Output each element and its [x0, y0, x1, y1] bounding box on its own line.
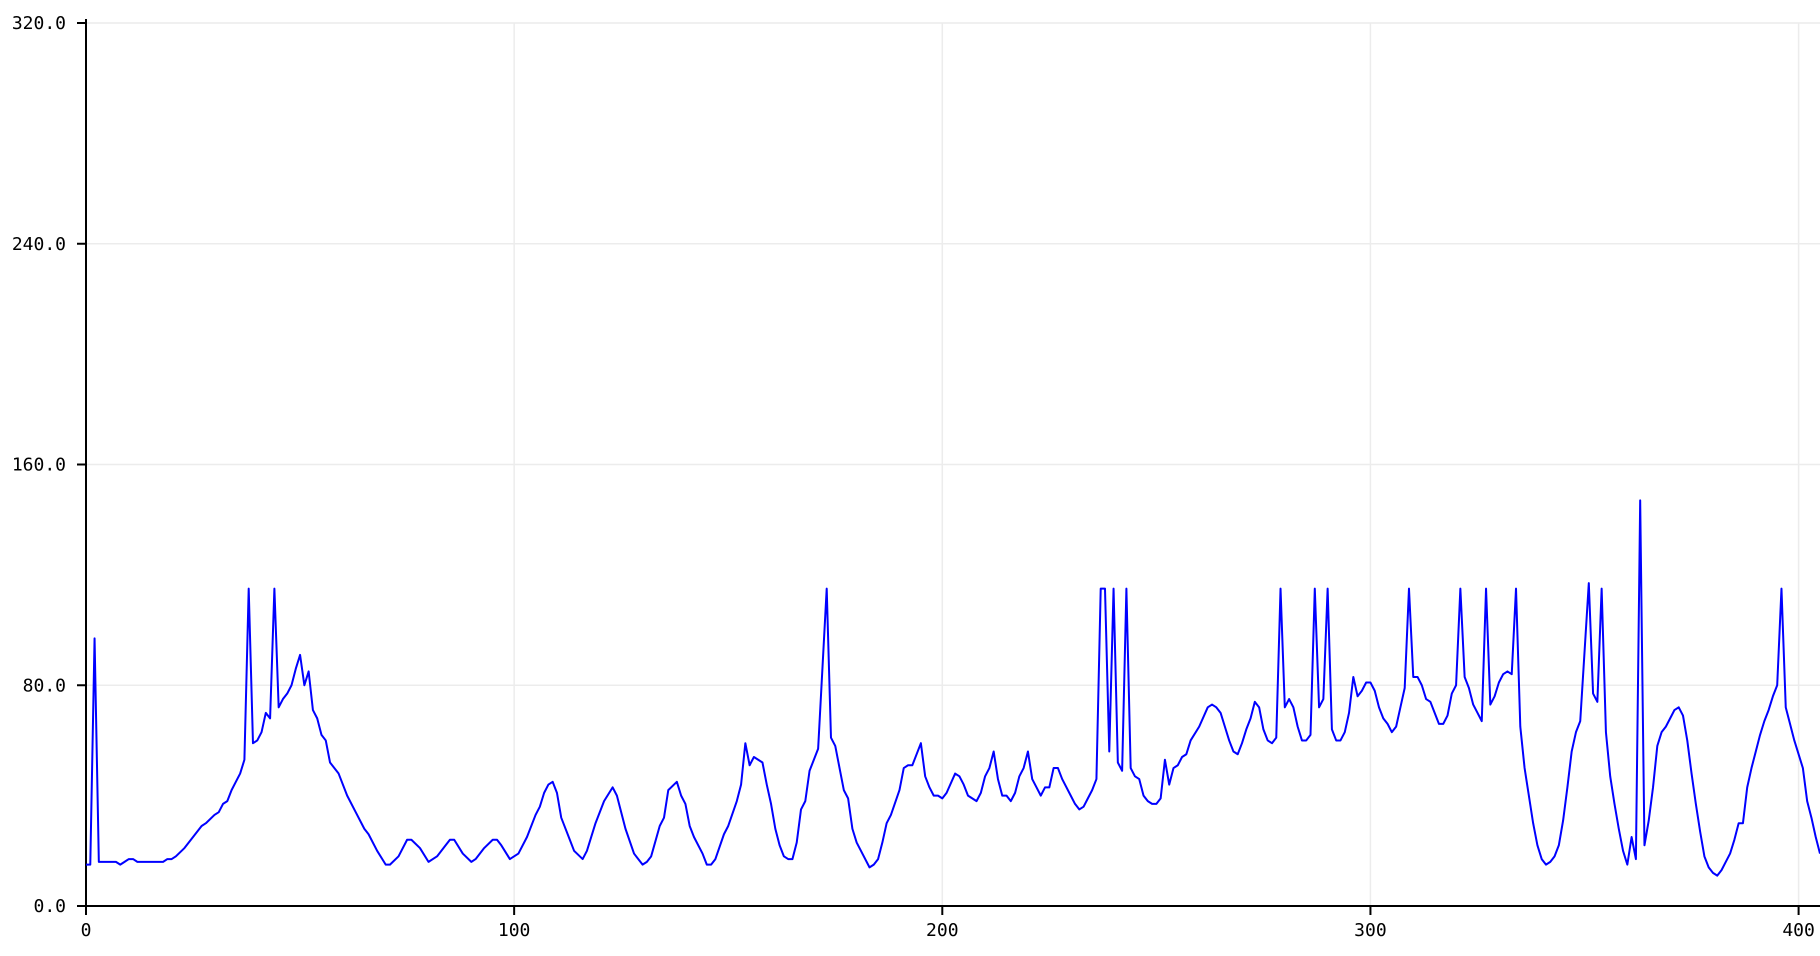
x-tick-label: 0 — [81, 920, 92, 941]
y-tick-label: 240.0 — [12, 234, 66, 255]
x-tick-label: 300 — [1354, 920, 1387, 941]
y-tick-label: 320.0 — [12, 13, 66, 34]
x-tick-label: 200 — [926, 920, 959, 941]
y-tick-label: 80.0 — [23, 675, 66, 696]
data-line — [86, 499, 1820, 877]
x-tick-label: 400 — [1782, 920, 1815, 941]
x-tick-label: 100 — [498, 920, 531, 941]
y-tick-label: 0.0 — [33, 896, 66, 917]
y-tick-label: 160.0 — [12, 455, 66, 476]
